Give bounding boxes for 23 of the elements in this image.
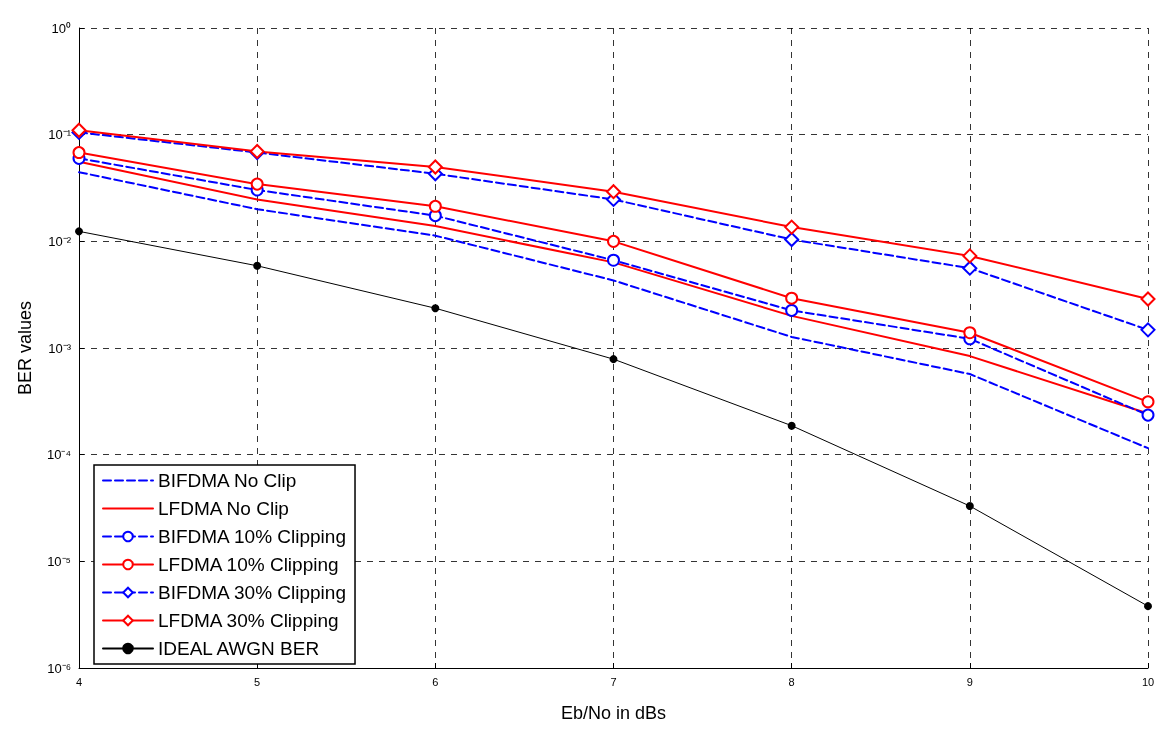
y-tick-label: 10⁰ bbox=[51, 20, 71, 36]
y-tick-label: 10⁻⁴ bbox=[46, 447, 71, 463]
legend-label: BIFDMA No Clip bbox=[158, 470, 297, 491]
legend-label: LFDMA 10% Clipping bbox=[158, 554, 339, 575]
legend-label: BIFDMA 30% Clipping bbox=[158, 582, 346, 603]
y-tick-label: 10⁻⁵ bbox=[47, 553, 71, 569]
y-tick-label: 10⁻¹ bbox=[48, 127, 72, 143]
y-tick-label: 10⁻⁶ bbox=[47, 660, 71, 676]
legend-label: LFDMA No Clip bbox=[158, 498, 289, 519]
x-tick-label: 7 bbox=[610, 675, 617, 688]
x-tick-label: 8 bbox=[788, 675, 795, 688]
y-tick-label: 10⁻³ bbox=[48, 340, 72, 356]
x-axis-title: Eb/No in dBs bbox=[560, 703, 667, 723]
x-tick-label: 4 bbox=[75, 675, 83, 688]
y-tick-label: 10⁻² bbox=[48, 233, 72, 249]
x-tick-label: 6 bbox=[432, 675, 439, 688]
x-tick-label: 9 bbox=[966, 675, 973, 688]
x-tick-label: 10 bbox=[1141, 675, 1155, 688]
legend-label: IDEAL AWGN BER bbox=[158, 638, 320, 659]
x-tick-label: 5 bbox=[254, 675, 261, 688]
y-axis-title: BER values bbox=[15, 300, 35, 396]
legend-label: LFDMA 30% Clipping bbox=[158, 610, 339, 631]
legend-label: BIFDMA 10% Clipping bbox=[158, 526, 346, 547]
